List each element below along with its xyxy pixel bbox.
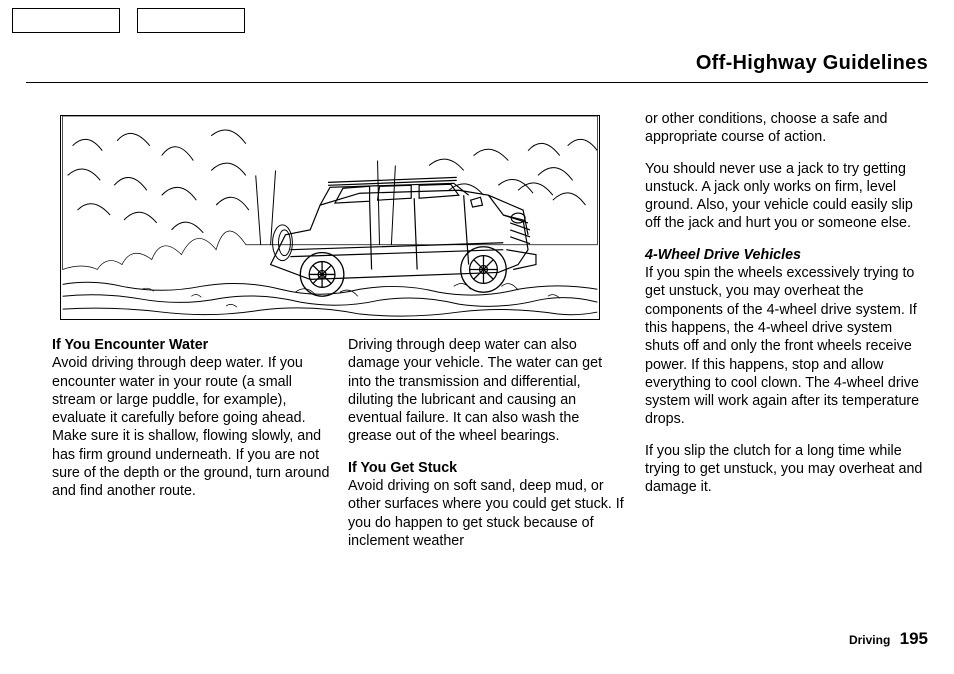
heading-4wd: 4-Wheel Drive Vehicles (645, 246, 928, 264)
header-buttons (12, 8, 245, 33)
heading-encounter-water: If You Encounter Water (52, 336, 330, 354)
title-divider (26, 82, 928, 83)
para-4wd-overheat: If you spin the wheels excessively tryin… (645, 264, 928, 429)
para-jack-warning: You should never use a jack to try getti… (645, 160, 928, 233)
heading-get-stuck: If You Get Stuck (348, 459, 626, 477)
para-deep-water-damage: Driving through deep water can also dama… (348, 336, 626, 446)
para-avoid-stuck: Avoid driving on soft sand, deep mud, or… (348, 477, 626, 550)
column-1: If You Encounter Water Avoid driving thr… (52, 336, 330, 514)
footer-section: Driving (849, 633, 890, 647)
header-button-2[interactable] (137, 8, 245, 33)
header-button-1[interactable] (12, 8, 120, 33)
para-water-avoid: Avoid driving through deep water. If you… (52, 354, 330, 500)
para-conditions: or other conditions, choose a safe and a… (645, 110, 928, 147)
page-footer: Driving 195 (849, 629, 928, 649)
para-clutch-slip: If you slip the clutch for a long time w… (645, 442, 928, 497)
footer-page-number: 195 (900, 629, 928, 648)
vehicle-illustration (60, 115, 600, 320)
column-3: or other conditions, choose a safe and a… (645, 110, 928, 510)
page-title: Off-Highway Guidelines (696, 52, 928, 75)
column-2: Driving through deep water can also dama… (348, 336, 626, 550)
